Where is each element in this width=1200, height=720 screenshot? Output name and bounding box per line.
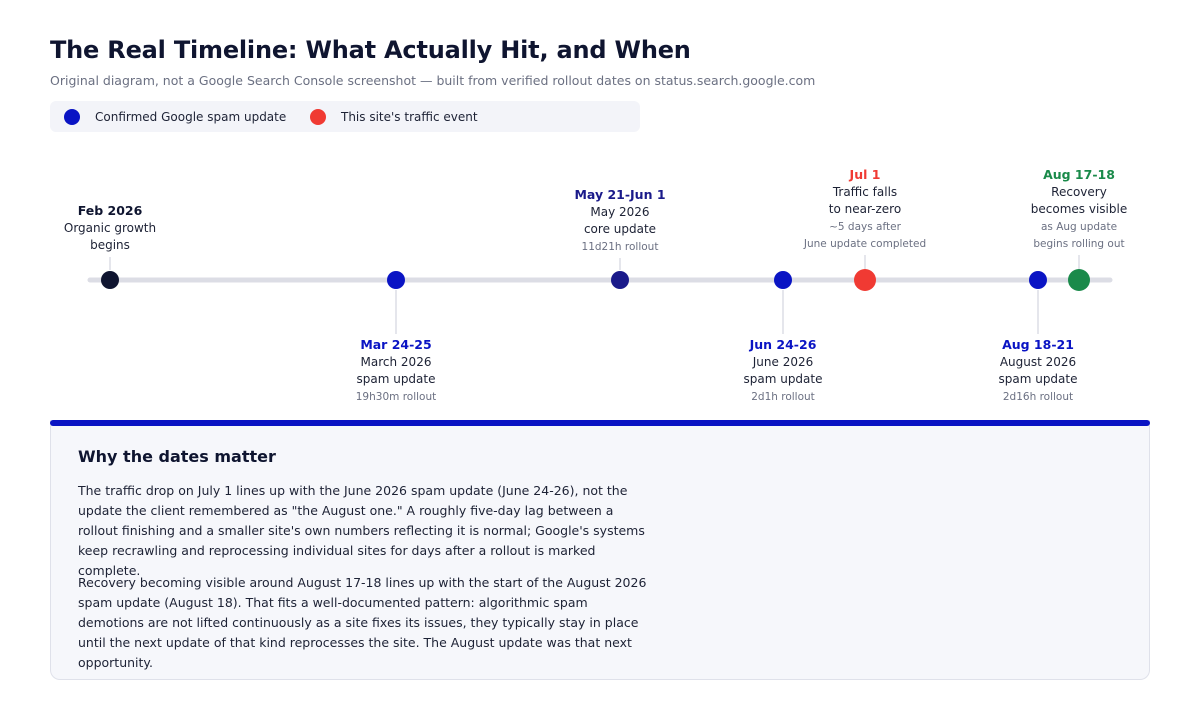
event-label: May 2026 bbox=[590, 205, 649, 219]
event-marker-core bbox=[611, 271, 629, 289]
event-label: August 2026 bbox=[1000, 355, 1076, 369]
explanation-paragraph-2: Recovery becoming visible around August … bbox=[78, 575, 647, 670]
event-label: March 2026 bbox=[361, 355, 432, 369]
legend-dot-red bbox=[310, 108, 326, 125]
page-title: The Real Timeline: What Actually Hit, an… bbox=[50, 36, 691, 64]
event-marker-traffic bbox=[854, 269, 876, 291]
legend: Confirmed Google spam update This site's… bbox=[50, 101, 640, 132]
event-label: Recovery bbox=[1051, 185, 1107, 199]
event-note: 11d21h rollout bbox=[582, 241, 659, 253]
event-marker-spam bbox=[387, 271, 405, 289]
event-date: May 21-Jun 1 bbox=[574, 187, 665, 202]
event-date: Aug 18-21 bbox=[1002, 337, 1074, 352]
event-marker-spam bbox=[774, 271, 792, 289]
explanation-paragraph-1: The traffic drop on July 1 lines up with… bbox=[78, 483, 645, 578]
explanation-title: Why the dates matter bbox=[78, 447, 276, 466]
event-note: 2d16h rollout bbox=[1003, 391, 1073, 403]
event-label: becomes visible bbox=[1031, 202, 1127, 216]
event-date: Feb 2026 bbox=[78, 203, 143, 218]
event-date: Mar 24-25 bbox=[360, 337, 431, 352]
legend-dot-blue bbox=[64, 108, 80, 125]
explanation-panel bbox=[50, 420, 1150, 680]
event-label: spam update bbox=[743, 372, 822, 386]
legend-item-spam-update: Confirmed Google spam update bbox=[64, 101, 286, 132]
event-label: core update bbox=[584, 222, 656, 236]
event-note: 2d1h rollout bbox=[751, 391, 815, 403]
event-note: 19h30m rollout bbox=[356, 391, 436, 403]
event-marker-spam bbox=[1029, 271, 1047, 289]
legend-item-traffic-event: This site's traffic event bbox=[310, 101, 478, 132]
event-label: June 2026 bbox=[752, 355, 814, 369]
timeline-diagram: Feb 2026 Organic growth begins Mar 24-25 Mar… bbox=[64, 167, 1127, 403]
event-label: spam update bbox=[356, 372, 435, 386]
event-label: Traffic falls bbox=[832, 185, 897, 199]
event-note: ~5 days after bbox=[829, 221, 901, 233]
explanation-panel-accent-bar bbox=[50, 420, 1150, 426]
event-marker-start bbox=[101, 271, 119, 289]
event-note: June update completed bbox=[803, 238, 926, 250]
event-date: Jul 1 bbox=[849, 167, 881, 182]
event-label: Organic growth bbox=[64, 221, 156, 235]
event-marker-recovery bbox=[1068, 269, 1090, 291]
event-label: begins bbox=[90, 238, 130, 252]
legend-label-spam-update: Confirmed Google spam update bbox=[95, 109, 287, 124]
legend-label-traffic-event: This site's traffic event bbox=[341, 109, 478, 124]
event-date: Jun 24-26 bbox=[749, 337, 817, 352]
page-subtitle: Original diagram, not a Google Search Co… bbox=[50, 73, 816, 88]
event-label: spam update bbox=[998, 372, 1077, 386]
event-note: begins rolling out bbox=[1033, 238, 1124, 250]
event-label: to near-zero bbox=[829, 202, 901, 216]
event-note: as Aug update bbox=[1041, 221, 1117, 233]
event-date: Aug 17-18 bbox=[1043, 167, 1115, 182]
